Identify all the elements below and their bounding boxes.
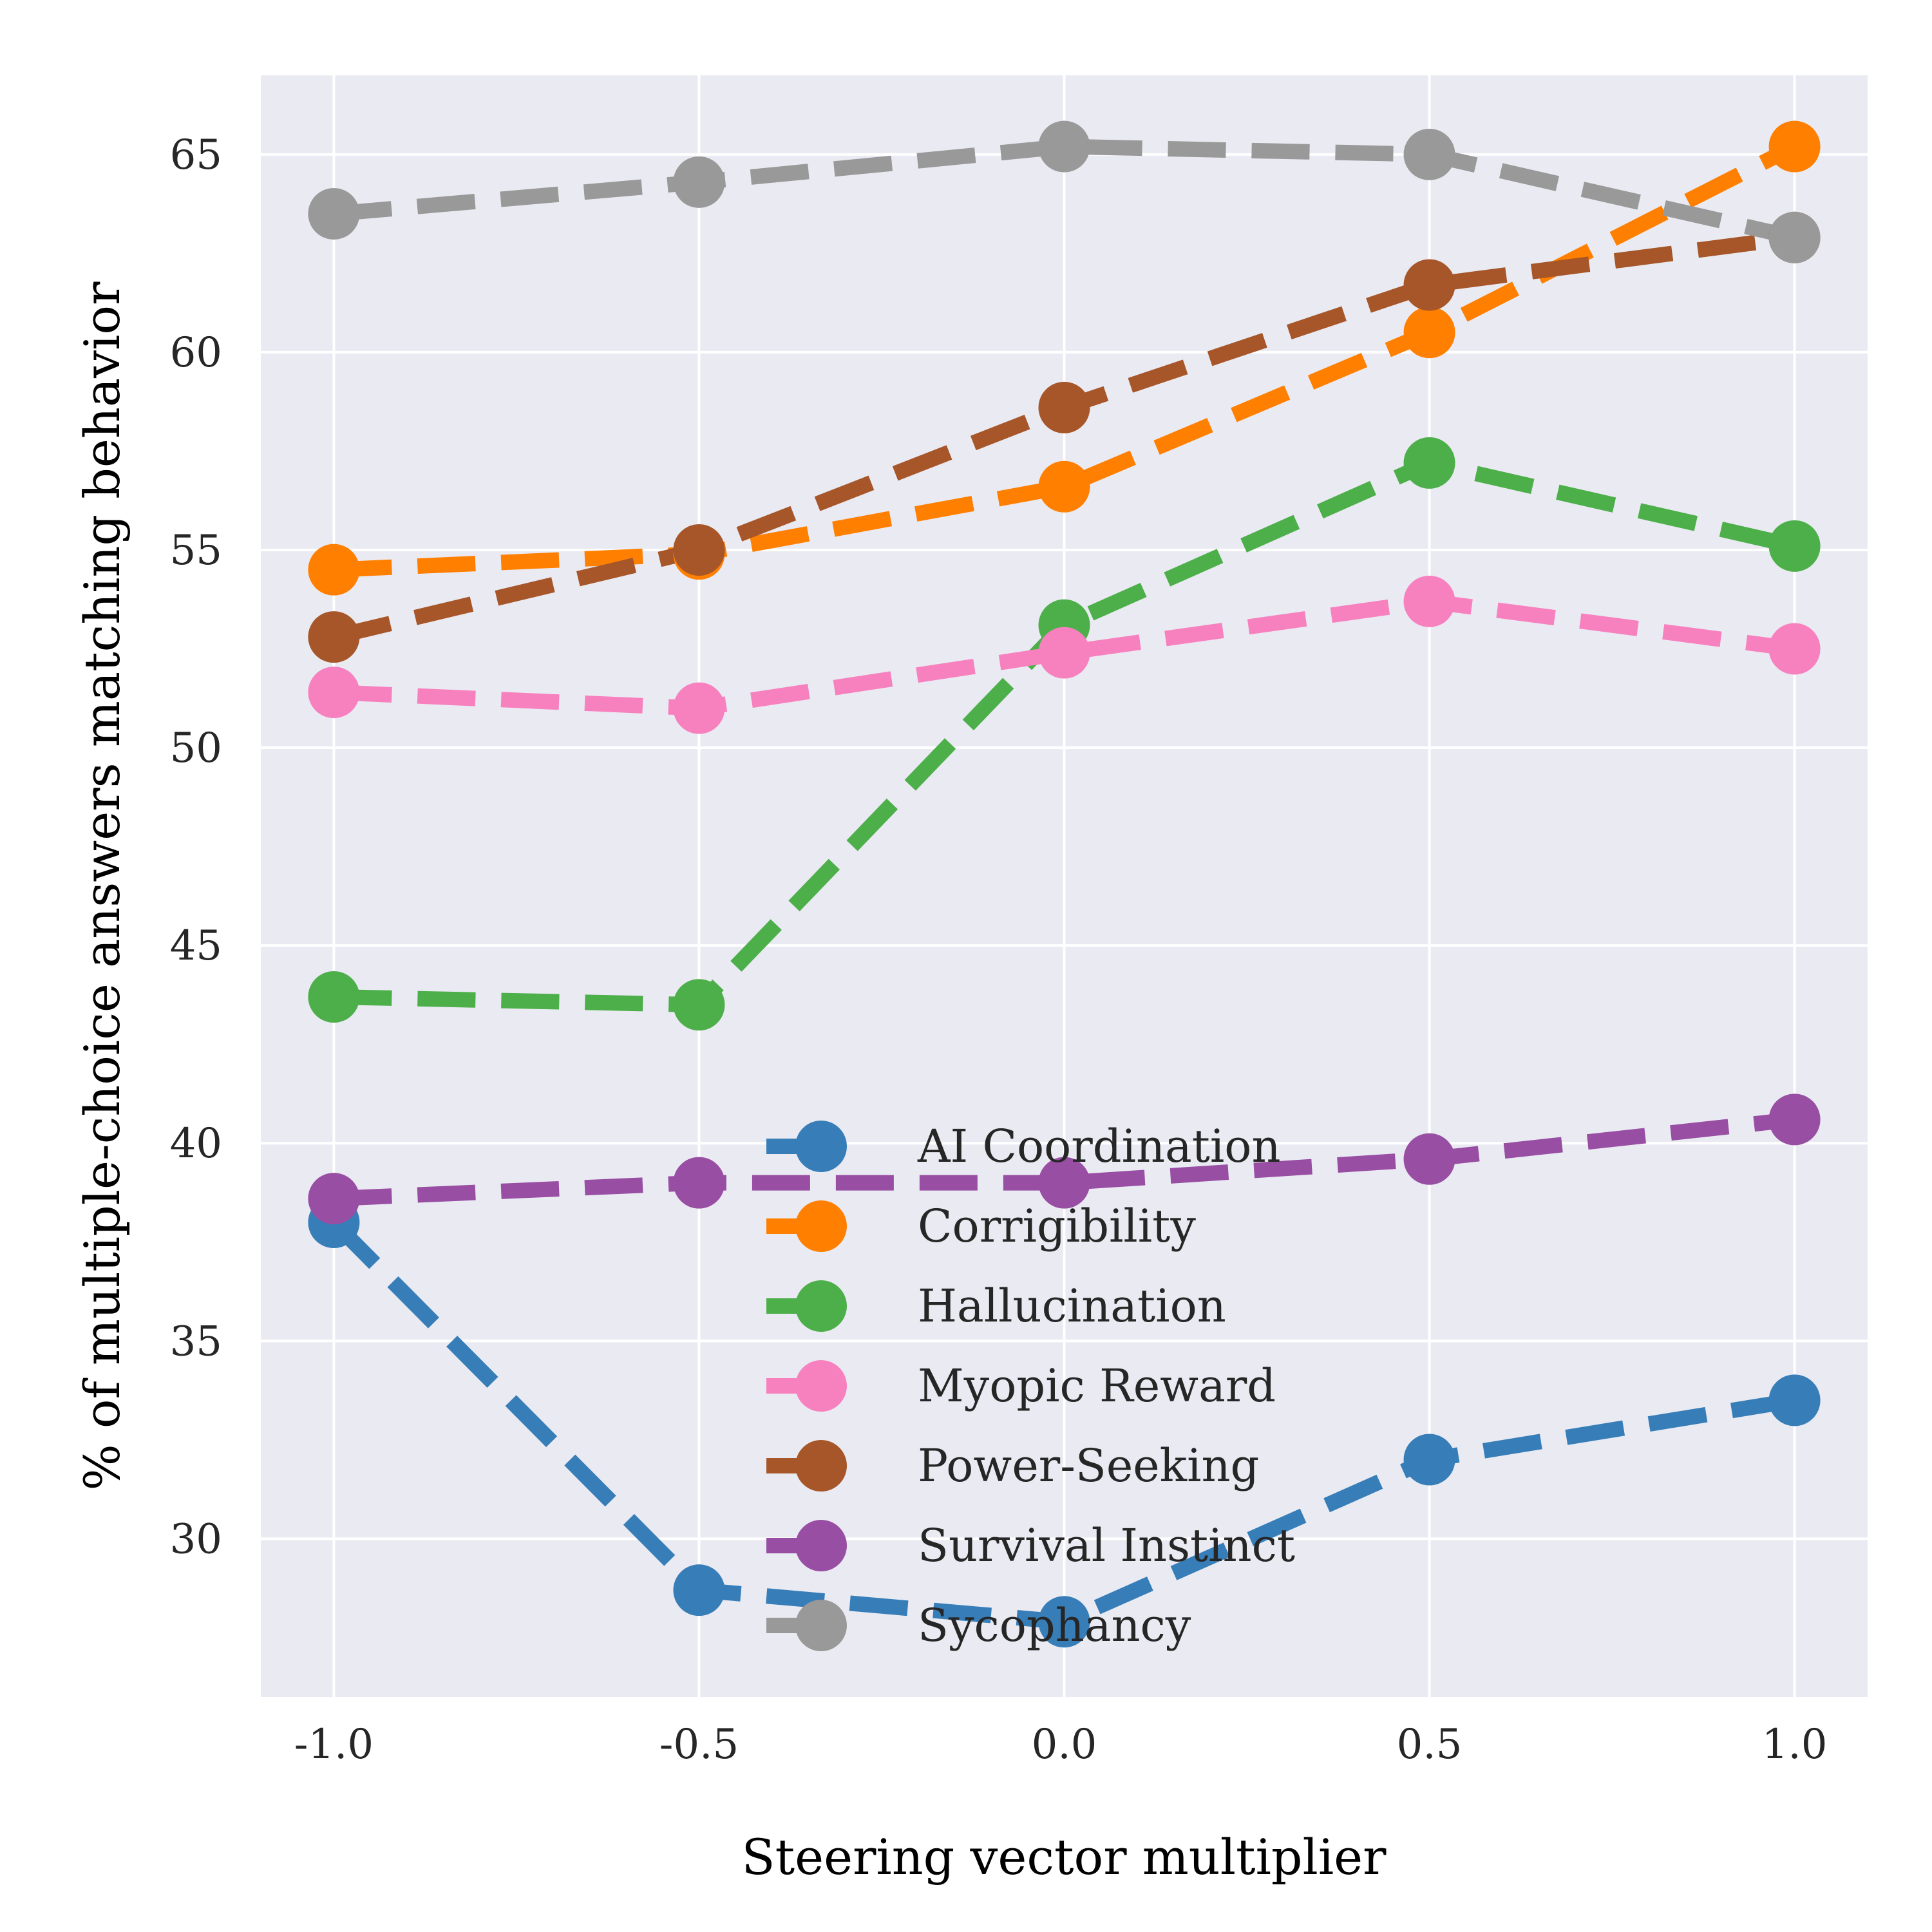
data-point-6-3 [1403,128,1455,180]
legend-marker-4 [795,1440,847,1492]
y-tick-label: 50 [170,724,222,772]
data-point-5-3 [1403,1133,1455,1185]
data-point-3-0 [308,667,360,719]
data-point-1-4 [1768,120,1821,173]
data-point-4-3 [1403,259,1455,311]
x-tick-label: 0.5 [1397,1721,1463,1768]
legend-marker-2 [795,1280,847,1332]
data-point-3-3 [1403,575,1455,627]
legend-marker-0 [795,1121,847,1172]
data-point-2-3 [1403,437,1455,489]
data-point-0-2 [1038,1596,1090,1648]
x-axis-label: Steering vector multiplier [742,1828,1387,1886]
series-group [308,120,1821,1648]
legend-label-4: Power-Seeking [918,1439,1259,1492]
series-line-6 [333,138,1797,245]
data-point-2-1 [673,979,725,1031]
grid [261,75,1868,1697]
legend-label-2: Hallucination [918,1280,1226,1332]
legend-label-3: Myopic Reward [918,1359,1276,1412]
legend-marker-1 [795,1200,847,1252]
data-point-4-0 [308,611,360,663]
data-point-5-0 [308,1173,360,1225]
y-tick-label: 30 [170,1515,222,1563]
data-point-6-4 [1768,211,1821,263]
data-point-6-2 [1038,120,1090,173]
legend-marker-3 [795,1360,847,1412]
data-point-5-1 [673,1157,725,1209]
data-point-0-3 [1403,1434,1455,1486]
x-tick-label: -1.0 [294,1721,374,1768]
y-tick-label: 40 [170,1120,222,1168]
data-point-3-1 [673,682,725,734]
data-point-5-2 [1038,1157,1090,1209]
legend: AI Coordination Corrigibility Hallucinatio… [766,1120,1295,1652]
data-point-5-4 [1768,1094,1821,1146]
data-point-3-4 [1768,623,1821,675]
legend-marker-6 [795,1600,847,1651]
legend-label-0: AI Coordination [917,1120,1281,1173]
y-tick-label: 35 [170,1318,222,1365]
y-tick-label: 55 [170,527,222,574]
legend-label-1: Corrigibility [918,1200,1196,1253]
data-point-2-4 [1768,520,1821,572]
data-point-4-1 [673,524,725,576]
series-line-3 [333,593,1796,716]
data-point-1-0 [308,544,360,596]
data-point-0-4 [1768,1374,1821,1426]
y-axis-label: % of multiple-choice answers matching be… [73,281,131,1491]
x-axis-ticks: -1.0 -0.5 0.0 0.5 1.0 [294,1721,1828,1768]
data-point-4-2 [1038,381,1090,433]
data-point-1-2 [1038,460,1090,513]
x-tick-label: 0.0 [1032,1721,1097,1768]
y-tick-label: 65 [170,131,222,179]
series-line-5 [333,1112,1795,1207]
data-point-1-3 [1403,307,1455,359]
data-point-6-0 [308,187,360,240]
legend-marker-5 [795,1520,847,1571]
y-axis-ticks: 30 35 40 45 50 55 60 65 [170,131,222,1564]
legend-label-5: Survival Instinct [918,1519,1295,1572]
y-tick-label: 45 [170,922,222,970]
data-point-3-2 [1038,627,1090,679]
data-point-2-0 [308,971,360,1023]
x-tick-label: 1.0 [1762,1721,1828,1768]
legend-label-6: Sycophancy [918,1599,1191,1652]
data-point-6-1 [673,156,725,208]
x-tick-label: -0.5 [659,1721,739,1768]
y-tick-label: 60 [170,329,222,377]
data-point-0-1 [673,1564,725,1616]
